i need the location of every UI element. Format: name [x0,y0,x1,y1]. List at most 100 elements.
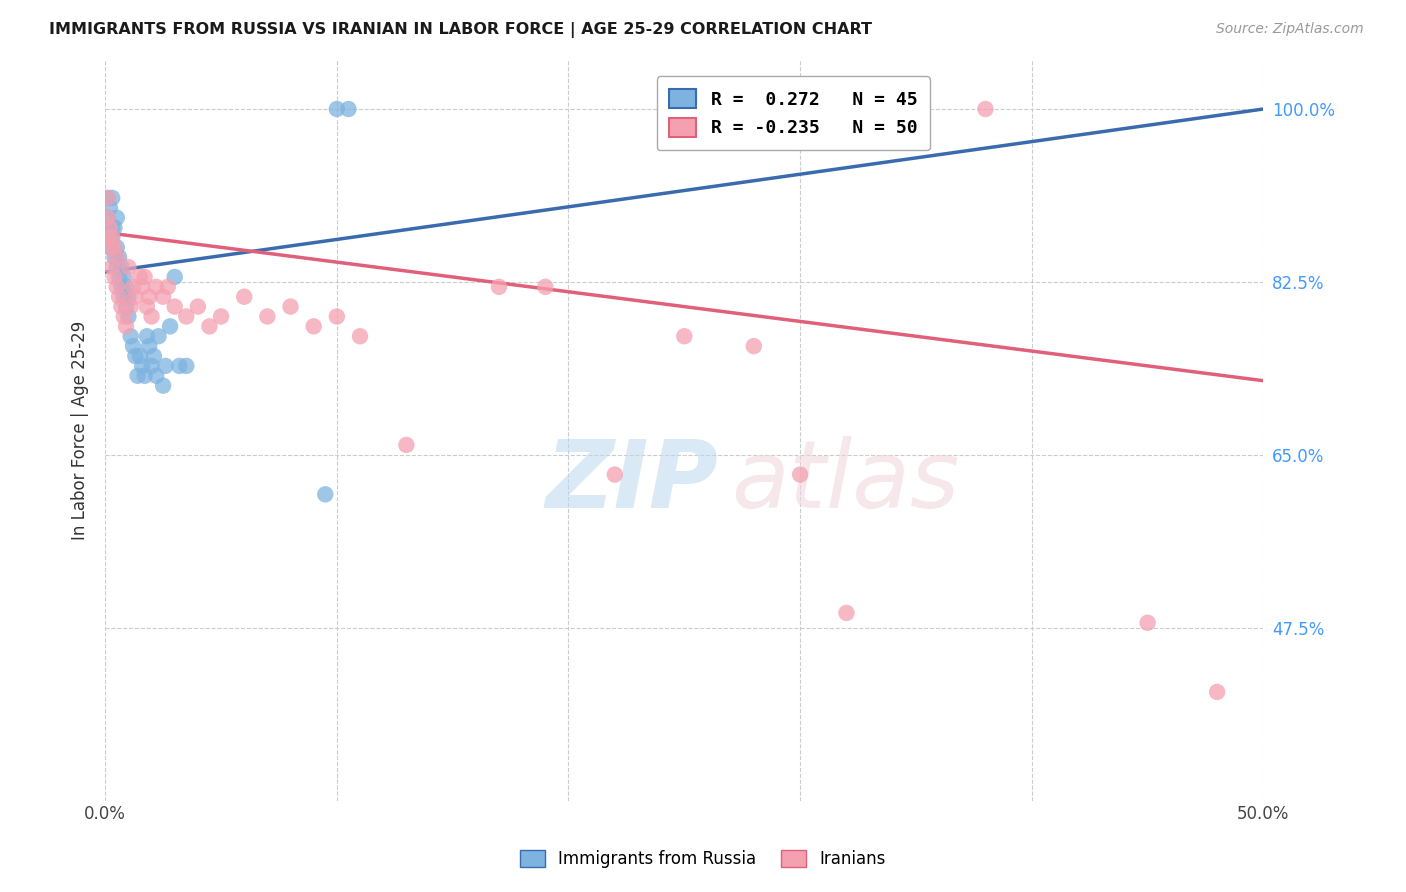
Point [110,260,132,274]
Point [124,290,146,304]
Point [233,290,256,304]
Y-axis label: In Labor Force | Age 25-29: In Labor Force | Age 25-29 [72,320,89,540]
Point [108,250,131,264]
Point [134,269,156,284]
Point [603,467,626,482]
Point [302,319,325,334]
Point [135,329,157,343]
Point [120,300,142,314]
Point [209,310,232,324]
Point [534,280,557,294]
Point [163,300,186,314]
Point [488,280,510,294]
Point [174,310,197,324]
Point [103,220,125,235]
Point [98,240,121,254]
Point [103,269,125,284]
Point [174,359,197,373]
Point [122,280,145,294]
Point [145,368,167,383]
Point [789,467,811,482]
Text: ZIP: ZIP [546,436,718,528]
Point [131,280,153,294]
Point [115,319,138,334]
Point [98,201,121,215]
Point [138,339,160,353]
Point [129,349,152,363]
Point [198,319,221,334]
Point [156,280,179,294]
Point [1136,615,1159,630]
Point [1206,685,1229,699]
Point [101,220,124,235]
Point [117,260,139,274]
Point [105,280,128,294]
Point [108,290,131,304]
Point [148,329,170,343]
Point [96,191,118,205]
Point [96,191,118,205]
Point [256,310,278,324]
Point [337,102,360,116]
Point [141,310,163,324]
Text: Source: ZipAtlas.com: Source: ZipAtlas.com [1216,22,1364,37]
Point [103,250,125,264]
Point [112,310,135,324]
Point [163,269,186,284]
Point [96,230,118,244]
Point [280,300,302,314]
Point [105,250,128,264]
Point [124,349,146,363]
Point [142,349,165,363]
Point [134,368,156,383]
Point [131,359,153,373]
Point [96,211,118,225]
Point [187,300,209,314]
Point [98,220,121,235]
Point [129,269,152,284]
Point [742,339,765,353]
Point [115,280,138,294]
Point [117,290,139,304]
Point [152,290,174,304]
Point [112,269,135,284]
Point [105,240,128,254]
Point [115,300,138,314]
Point [835,606,858,620]
Point [135,300,157,314]
Point [112,290,135,304]
Point [152,378,174,392]
Point [120,329,142,343]
Text: atlas: atlas [731,436,959,527]
Point [105,211,128,225]
Point [101,191,124,205]
Point [141,359,163,373]
Legend: Immigrants from Russia, Iranians: Immigrants from Russia, Iranians [513,843,893,875]
Point [101,230,124,244]
Point [110,280,132,294]
Point [108,269,131,284]
Point [974,102,997,116]
Point [127,368,149,383]
Point [96,211,118,225]
Point [155,359,177,373]
Point [98,240,121,254]
Point [145,280,167,294]
Point [349,329,371,343]
Legend: R =  0.272   N = 45, R = -0.235   N = 50: R = 0.272 N = 45, R = -0.235 N = 50 [657,76,931,150]
Point [96,220,118,235]
Text: IMMIGRANTS FROM RUSSIA VS IRANIAN IN LABOR FORCE | AGE 25-29 CORRELATION CHART: IMMIGRANTS FROM RUSSIA VS IRANIAN IN LAB… [49,22,872,38]
Point [110,300,132,314]
Point [395,438,418,452]
Point [673,329,696,343]
Point [138,290,160,304]
Point [314,487,336,501]
Point [159,319,181,334]
Point [122,339,145,353]
Point [101,230,124,244]
Point [326,310,349,324]
Point [105,260,128,274]
Point [169,359,191,373]
Point [101,260,124,274]
Point [326,102,349,116]
